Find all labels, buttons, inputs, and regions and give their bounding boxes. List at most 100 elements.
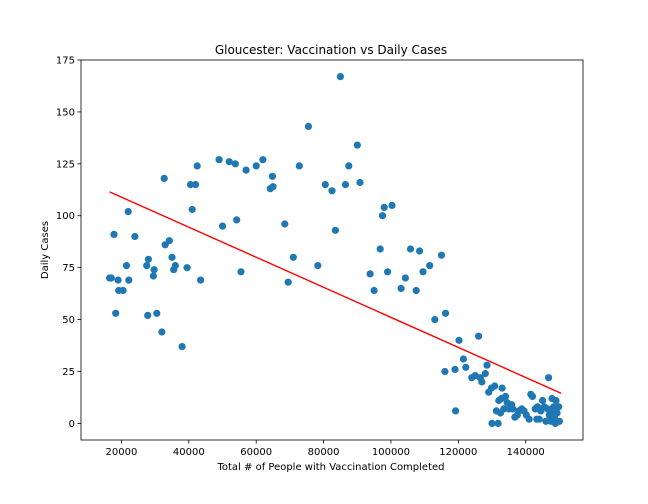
data-point — [441, 367, 449, 376]
data-point — [353, 141, 361, 149]
data-point — [401, 274, 409, 282]
data-point — [550, 403, 558, 411]
data-point — [178, 343, 186, 351]
data-point — [259, 156, 267, 164]
x-tick-label: 100000 — [372, 447, 410, 458]
data-point — [183, 264, 191, 272]
data-point — [242, 166, 250, 174]
data-point — [160, 174, 168, 182]
data-point — [231, 160, 239, 168]
data-point — [171, 262, 179, 270]
data-point — [114, 276, 122, 284]
data-point — [455, 336, 463, 344]
data-point — [225, 158, 233, 166]
data-point — [544, 405, 552, 413]
data-point — [197, 276, 205, 284]
data-point — [150, 266, 158, 274]
data-point — [125, 276, 133, 284]
data-point — [268, 172, 276, 180]
data-point — [500, 405, 508, 413]
data-point — [144, 255, 152, 263]
x-tick-label: 80000 — [308, 447, 340, 458]
data-point — [441, 309, 450, 317]
data-point — [281, 220, 289, 228]
data-point — [215, 156, 223, 164]
data-point — [122, 262, 131, 270]
y-tick-label: 50 — [62, 315, 75, 326]
data-point — [491, 382, 499, 390]
data-point — [509, 405, 517, 413]
data-point — [233, 216, 241, 224]
data-point — [341, 181, 350, 189]
data-point — [252, 162, 260, 170]
chart-title: Gloucester: Vaccination vs Daily Cases — [215, 43, 447, 57]
data-point — [555, 403, 563, 411]
data-point — [269, 183, 277, 191]
y-tick-label: 75 — [62, 263, 75, 274]
data-point — [237, 268, 245, 276]
data-point — [110, 230, 118, 238]
data-point — [218, 222, 227, 230]
data-point — [131, 232, 139, 241]
data-point — [328, 187, 336, 195]
y-axis: 0 25 50 75 100 125 150 175 — [56, 56, 81, 430]
data-point — [186, 181, 195, 189]
data-point — [459, 355, 467, 363]
data-point — [437, 251, 446, 259]
data-point — [419, 268, 427, 276]
data-point — [488, 419, 496, 427]
x-tick-label: 20000 — [106, 447, 138, 458]
data-point — [451, 365, 459, 373]
data-point — [112, 309, 120, 317]
data-point — [498, 384, 506, 392]
data-point — [542, 417, 550, 425]
data-point — [356, 178, 364, 187]
data-point — [481, 370, 489, 378]
data-point — [370, 286, 378, 295]
data-point — [478, 378, 486, 386]
y-axis-label: Daily Cases — [40, 221, 51, 279]
data-point — [289, 253, 297, 261]
data-point — [345, 162, 353, 170]
data-point — [321, 181, 329, 189]
data-point — [192, 181, 200, 189]
data-point — [193, 162, 201, 170]
data-point — [143, 262, 151, 270]
x-axis-label: Total # of People with Vaccination Compl… — [216, 462, 444, 473]
data-point — [501, 392, 510, 400]
data-point — [119, 286, 127, 295]
plot-frame — [80, 59, 584, 441]
data-point — [107, 274, 115, 282]
data-point — [397, 284, 405, 292]
data-point — [406, 245, 415, 253]
data-point — [153, 309, 161, 317]
data-point — [304, 122, 312, 130]
data-point — [165, 237, 173, 245]
data-point — [416, 247, 424, 255]
data-points — [106, 73, 564, 427]
data-point — [284, 278, 292, 286]
data-point — [295, 162, 303, 170]
x-tick-label: 40000 — [173, 447, 205, 458]
y-tick-label: 100 — [56, 211, 75, 222]
data-point — [553, 409, 561, 417]
data-point — [384, 268, 392, 276]
data-point — [149, 272, 157, 280]
data-point — [539, 396, 547, 405]
data-point — [475, 332, 483, 340]
data-point — [426, 262, 434, 270]
data-point — [124, 208, 132, 216]
y-tick-label: 0 — [69, 419, 75, 430]
data-point — [494, 419, 502, 427]
data-point — [188, 205, 196, 214]
data-point — [144, 311, 152, 319]
data-point — [376, 245, 384, 253]
data-point — [378, 212, 387, 220]
data-point — [380, 203, 388, 211]
x-tick-label: 120000 — [439, 447, 477, 458]
data-point — [525, 415, 533, 423]
data-point — [331, 226, 339, 234]
data-point — [552, 396, 560, 405]
